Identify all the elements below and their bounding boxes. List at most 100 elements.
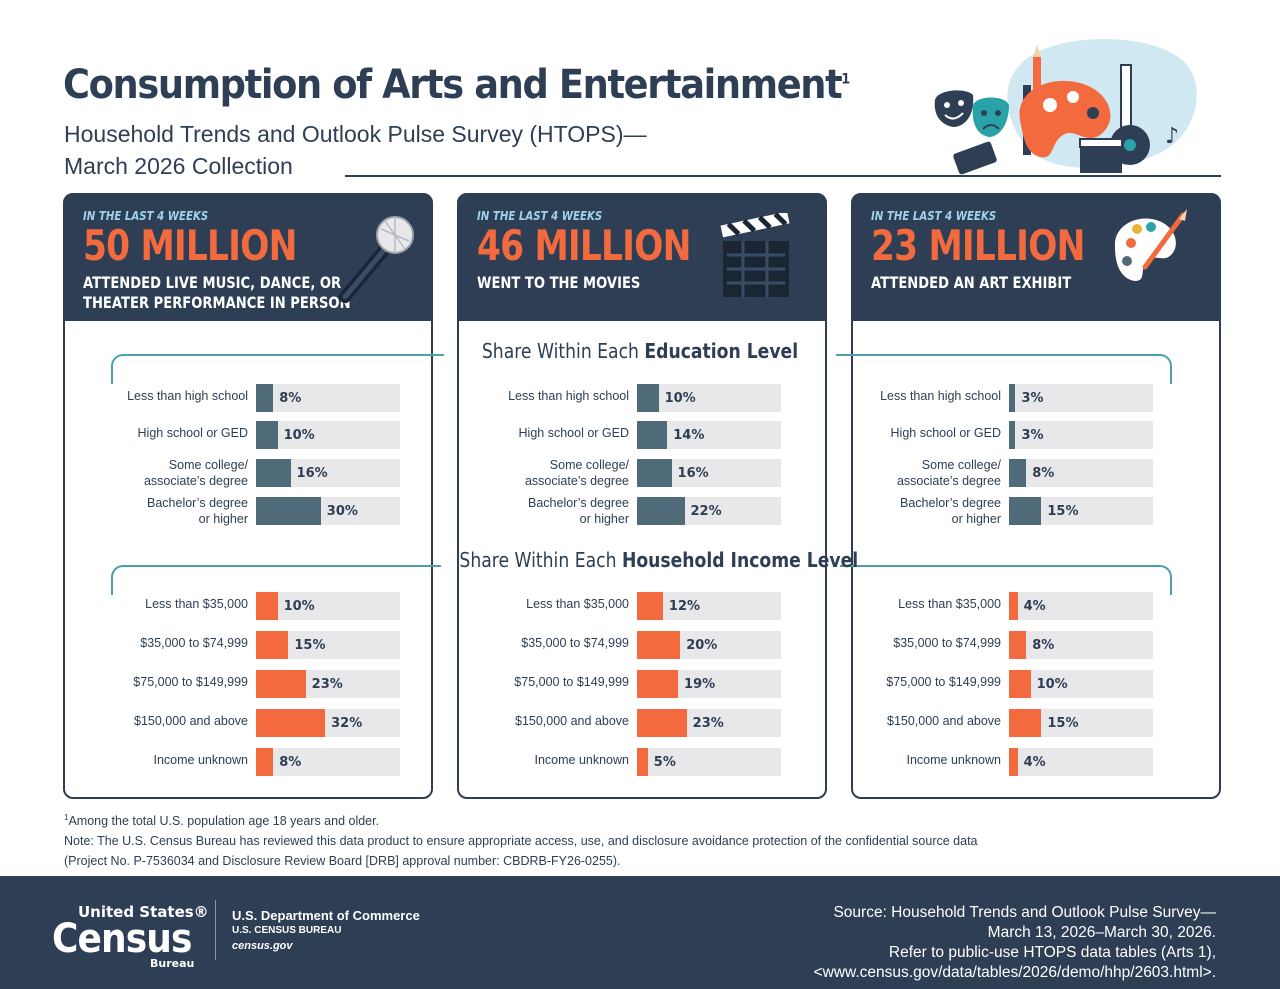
- bar: [256, 421, 278, 449]
- data-label: 14%: [673, 428, 705, 443]
- census-gov-link[interactable]: census.gov: [232, 940, 293, 952]
- bar: [256, 709, 326, 737]
- bar: [256, 631, 289, 659]
- bar-track: 10%: [1009, 670, 1153, 698]
- data-label: 19%: [684, 677, 716, 692]
- bar-track: 15%: [1009, 709, 1153, 737]
- card-header: IN THE LAST 4 WEEKS 46 MILLION WENT TO T…: [457, 193, 827, 321]
- bar-track: 10%: [256, 421, 400, 449]
- microphone-icon: [339, 216, 414, 303]
- category-label: Less than $35,000: [145, 597, 248, 611]
- card-description: ATTENDED AN ART EXHIBIT: [871, 273, 1072, 292]
- data-label: 15%: [294, 638, 326, 653]
- card-headline: 23 MILLION: [871, 221, 1085, 270]
- category-label: Some college/associate’s degree: [896, 458, 1001, 488]
- card-headline: 46 MILLION: [477, 221, 691, 270]
- census-logo[interactable]: United States® Census Bureau: [52, 903, 209, 970]
- data-label: 4%: [1023, 599, 1046, 614]
- bar-track: 4%: [1009, 748, 1153, 776]
- data-label: 3%: [1021, 428, 1044, 443]
- bar-track: 8%: [1009, 459, 1153, 487]
- arts-illustration: ♪: [934, 38, 1197, 175]
- income-bracket-right: [840, 565, 1172, 595]
- education-bracket-right: [836, 354, 1172, 384]
- card-movies: IN THE LAST 4 WEEKS 46 MILLION WENT TO T…: [457, 193, 827, 799]
- data-label: 15%: [1047, 716, 1079, 731]
- bar-track: 23%: [637, 709, 781, 737]
- bar-track: 19%: [637, 670, 781, 698]
- data-label: 12%: [668, 599, 701, 614]
- card-live-performance: IN THE LAST 4 WEEKS 50 MILLION ATTENDED …: [63, 193, 433, 799]
- category-label: Less than high school: [880, 389, 1001, 403]
- income-section-title: Share Within Each Household Income Level: [459, 548, 859, 572]
- education-section-title: Share Within Each Education Level: [481, 339, 799, 363]
- bar: [256, 497, 321, 525]
- category-label: Less than $35,000: [526, 597, 629, 611]
- card-header: IN THE LAST 4 WEEKS 23 MILLION ATTENDED …: [851, 193, 1221, 321]
- category-label: Income unknown: [153, 753, 248, 767]
- bar-track: 10%: [256, 592, 400, 620]
- data-label: 23%: [692, 716, 724, 731]
- bar: [256, 670, 306, 698]
- palette-icon: [1019, 80, 1111, 158]
- education-bracket-left: [111, 354, 444, 384]
- footer: [0, 876, 1280, 989]
- bar: [256, 459, 291, 487]
- bar-track: 22%: [637, 497, 781, 525]
- data-label: 3%: [1021, 391, 1044, 406]
- bar: [1009, 384, 1016, 412]
- category-label: $75,000 to $149,999: [133, 675, 248, 689]
- paint-palette-icon: [1114, 209, 1187, 281]
- data-label: 8%: [1032, 466, 1055, 481]
- category-label: Less than $35,000: [898, 597, 1001, 611]
- category-label: Some college/associate’s degree: [524, 458, 629, 488]
- bar-track: 8%: [256, 384, 400, 412]
- bar-track: 3%: [1009, 384, 1153, 412]
- data-label: 22%: [690, 504, 722, 519]
- bar: [1009, 670, 1031, 698]
- clapperboard-icon: [720, 213, 790, 297]
- bar: [1009, 459, 1027, 487]
- data-label: 10%: [283, 599, 315, 614]
- page-subtitle: Household Trends and Outlook Pulse Surve…: [64, 121, 647, 179]
- footnote-1: 1Among the total U.S. population age 18 …: [64, 813, 380, 829]
- category-label: High school or GED: [890, 426, 1001, 440]
- bar-track: 14%: [637, 421, 781, 449]
- bar: [1009, 592, 1018, 620]
- footnote-note: Note: The U.S. Census Bureau has reviewe…: [64, 834, 978, 849]
- bar: [1009, 748, 1018, 776]
- bar-track: 16%: [256, 459, 400, 487]
- data-label: 16%: [677, 466, 709, 481]
- category-label: Less than high school: [127, 389, 248, 403]
- bar-track: 23%: [256, 670, 400, 698]
- data-label: 32%: [331, 716, 363, 731]
- bar: [1009, 497, 1042, 525]
- bar: [637, 459, 672, 487]
- source-link[interactable]: <www.census.gov/data/tables/2026/demo/hh…: [813, 964, 1216, 981]
- card-header: IN THE LAST 4 WEEKS 50 MILLION ATTENDED …: [63, 193, 433, 321]
- data-label: 10%: [664, 391, 696, 406]
- category-label: $150,000 and above: [887, 714, 1001, 728]
- data-label: 8%: [1032, 638, 1055, 653]
- bar-track: 15%: [256, 631, 400, 659]
- bar: [637, 670, 679, 698]
- card-description: ATTENDED LIVE MUSIC, DANCE, OR THEATER PE…: [83, 273, 351, 312]
- category-label: Income unknown: [534, 753, 629, 767]
- footer-agency: U.S. Department of Commerce U.S. CENSUS …: [232, 908, 420, 952]
- bar-track: 32%: [256, 709, 400, 737]
- bar: [637, 497, 685, 525]
- card-description: WENT TO THE MOVIES: [477, 273, 641, 292]
- bar-track: 5%: [637, 748, 781, 776]
- data-label: 15%: [1047, 504, 1079, 519]
- bar-track: 8%: [1009, 631, 1153, 659]
- data-label: 8%: [279, 755, 302, 770]
- card-art-exhibit: IN THE LAST 4 WEEKS 23 MILLION ATTENDED …: [851, 193, 1221, 799]
- card-kicker: IN THE LAST 4 WEEKS: [477, 209, 603, 223]
- clapperboard-small-icon: [1079, 138, 1123, 173]
- bar: [1009, 631, 1027, 659]
- category-label: $35,000 to $74,999: [140, 636, 248, 650]
- bar-track: 15%: [1009, 497, 1153, 525]
- category-label: Bachelor’s degree or higher: [147, 496, 248, 526]
- data-label: 10%: [283, 428, 315, 443]
- data-label: 10%: [1036, 677, 1068, 692]
